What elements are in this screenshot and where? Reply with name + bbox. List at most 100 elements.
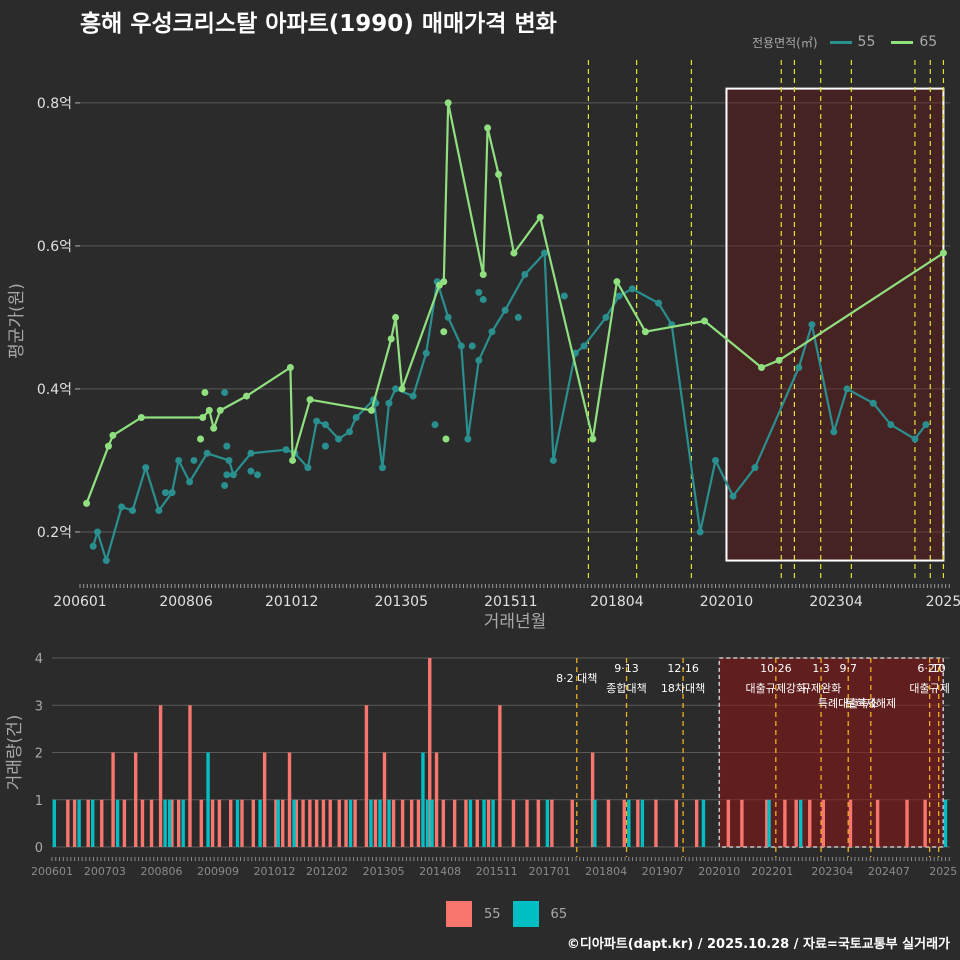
series-point-65-25 bbox=[613, 278, 621, 286]
series-point-65-30 bbox=[939, 249, 947, 257]
vol-y-axis-title: 거래량(건) bbox=[5, 715, 25, 791]
annotation-date-2: 12·16 bbox=[667, 662, 699, 675]
series-point-55-9 bbox=[186, 478, 194, 486]
series-point-55-13 bbox=[247, 449, 255, 457]
vol-xtick-label-14: 202304 bbox=[811, 865, 853, 878]
vol-bar-55-33 bbox=[373, 799, 378, 847]
vol-bar-65-21 bbox=[491, 799, 495, 847]
annotation-text-1: 종합대책 bbox=[606, 682, 646, 695]
vol-bar-55-34 bbox=[382, 752, 387, 847]
series-point-65-18 bbox=[444, 99, 452, 107]
vol-bar-55-35 bbox=[391, 799, 396, 847]
vol-bar-65-2 bbox=[91, 799, 95, 847]
series-point-65-5 bbox=[205, 406, 213, 414]
vol-bar-55-0 bbox=[66, 799, 70, 847]
volume-chart: 0 1 2 3 4 8·2 대책 9·13 종합대책 12·16 18차대책 10·26 대출규제강화… bbox=[5, 652, 957, 878]
series-point-55-33 bbox=[488, 328, 496, 336]
vol-bar-55-29 bbox=[337, 799, 341, 847]
series-point-65-20 bbox=[484, 124, 492, 132]
vol-bar-55-20 bbox=[274, 799, 278, 847]
vol-xtick-label-1: 200703 bbox=[84, 865, 126, 878]
series-point-65-26 bbox=[641, 328, 649, 336]
vol-bar-55-39 bbox=[428, 658, 432, 847]
annotation-text-2: 18차대책 bbox=[661, 682, 705, 695]
vol-bar-55-65 bbox=[821, 799, 826, 847]
vol-bar-65-27 bbox=[767, 799, 771, 847]
vol-bar-55-54 bbox=[622, 799, 626, 847]
xtick-label-4: 201511 bbox=[484, 594, 537, 610]
vol-bar-65-10 bbox=[276, 799, 280, 847]
series-point-55-34 bbox=[501, 306, 509, 314]
series-point-65-3 bbox=[137, 414, 145, 422]
series-point-65-24 bbox=[589, 435, 597, 443]
extra-point-65-18 bbox=[440, 328, 448, 336]
extra-point-55-5 bbox=[223, 442, 231, 450]
series-point-55-36 bbox=[541, 249, 549, 257]
vol-bar-55-13 bbox=[199, 799, 203, 847]
series-point-55-3 bbox=[118, 503, 126, 511]
vol-bar-55-12 bbox=[188, 705, 192, 847]
series-point-55-23 bbox=[378, 464, 386, 472]
series-point-65-1 bbox=[104, 442, 112, 450]
series-point-65-11 bbox=[306, 396, 314, 404]
xtick-label-6: 202010 bbox=[700, 594, 753, 610]
vol-bar-65-23 bbox=[593, 799, 597, 847]
vol-bar-65-8 bbox=[235, 799, 240, 847]
vol-bar-65-11 bbox=[292, 799, 296, 847]
vol-bar-55-51 bbox=[570, 799, 574, 847]
vol-bar-55-31 bbox=[353, 799, 357, 847]
vol-bar-55-11 bbox=[176, 799, 181, 847]
vol-bar-55-8 bbox=[149, 799, 154, 847]
series-point-55-18 bbox=[321, 421, 329, 429]
vol-bar-65-4 bbox=[163, 799, 167, 847]
vol-bar-55-68 bbox=[905, 799, 909, 847]
legend-swatch-55 bbox=[446, 901, 472, 927]
x-axis-title: 거래년월 bbox=[484, 612, 547, 632]
vol-ytick-label-1: 1 bbox=[35, 794, 43, 809]
vol-bar-55-23 bbox=[294, 799, 298, 847]
annotation-text-6: 토허제해제 bbox=[846, 696, 897, 710]
extra-point-55-7 bbox=[254, 471, 262, 479]
vol-bar-65-20 bbox=[482, 799, 486, 847]
vol-bar-55-15 bbox=[217, 799, 222, 847]
legend-bottom-label-55: 55 bbox=[484, 906, 501, 922]
series-point-65-27 bbox=[701, 317, 709, 325]
series-point-55-21 bbox=[352, 414, 360, 422]
vol-xtick-label-0: 200601 bbox=[31, 865, 73, 878]
extra-point-65-16 bbox=[197, 435, 205, 443]
extra-point-65-17 bbox=[201, 389, 209, 397]
series-point-55-45 bbox=[696, 528, 704, 536]
extra-point-55-15 bbox=[560, 292, 568, 300]
xtick-label-1: 200806 bbox=[159, 594, 213, 610]
series-point-65-28 bbox=[758, 363, 766, 371]
vol-bar-65-28 bbox=[799, 799, 803, 847]
series-point-55-48 bbox=[751, 464, 759, 472]
vol-bar-55-4 bbox=[111, 752, 115, 847]
annotation-text-5: 특례대출축소 bbox=[818, 697, 879, 710]
series-point-55-35 bbox=[521, 271, 529, 279]
extra-point-55-0 bbox=[161, 489, 169, 497]
vol-bar-65-12 bbox=[348, 799, 353, 847]
vol-bar-55-1 bbox=[72, 799, 77, 847]
vol-ytick-label-0: 0 bbox=[35, 841, 43, 856]
xtick-label-8: 2025 bbox=[926, 594, 960, 610]
series-point-55-12 bbox=[229, 471, 237, 479]
vol-bar-55-48 bbox=[525, 799, 529, 847]
vol-bar-65-3 bbox=[115, 799, 120, 847]
series-point-55-27 bbox=[422, 349, 430, 357]
extra-point-55-3 bbox=[221, 481, 229, 489]
series-point-65-8 bbox=[243, 392, 251, 400]
vol-bar-55-37 bbox=[409, 799, 414, 847]
vol-bar-55-50 bbox=[550, 799, 554, 847]
series-point-55-30 bbox=[457, 342, 465, 350]
series-point-55-55 bbox=[911, 435, 919, 443]
vol-bar-55-57 bbox=[674, 799, 678, 847]
annotation-date-7: 6·27 bbox=[917, 662, 942, 675]
vol-bar-55-3 bbox=[100, 799, 104, 847]
series-point-55-39 bbox=[580, 342, 588, 350]
series-point-55-0 bbox=[89, 542, 97, 550]
series-point-65-10 bbox=[289, 456, 297, 464]
vol-bar-65-25 bbox=[640, 799, 645, 847]
series-point-55-54 bbox=[887, 421, 895, 429]
legend-bottom: 55 65 bbox=[446, 901, 579, 927]
